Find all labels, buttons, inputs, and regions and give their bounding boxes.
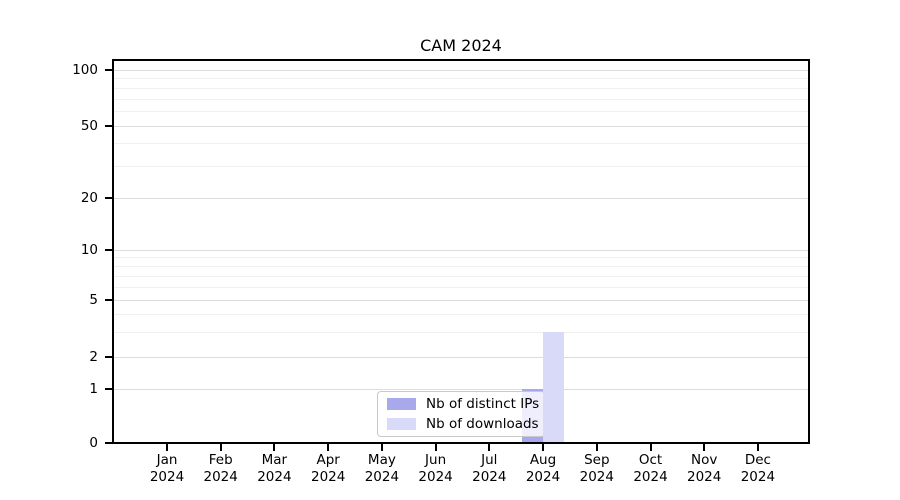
year-label: 2024	[525, 469, 561, 485]
month-label: Oct	[638, 452, 663, 468]
minor-gridline	[114, 257, 808, 259]
x-tick-label-jan-2024: Jan 2024	[135, 452, 199, 486]
x-tick-label-may-2024: May 2024	[350, 452, 414, 486]
major-gridline	[114, 125, 808, 127]
chart-title: CAM 2024	[420, 36, 502, 55]
x-tick-mark	[434, 444, 437, 451]
x-tick-mark	[703, 444, 706, 451]
legend-item-nb-of-distinct-ips: Nb of distinct IPs	[387, 396, 539, 412]
x-tick-mark	[219, 444, 222, 451]
x-tick-mark	[327, 444, 330, 451]
minor-gridline	[114, 143, 808, 145]
legend: Nb of distinct IPs Nb of downloads	[377, 391, 545, 437]
x-tick-label-jul-2024: Jul 2024	[457, 452, 521, 486]
minor-gridline	[114, 265, 808, 267]
y-tick-label-2: 2	[89, 349, 98, 365]
x-tick-mark	[166, 444, 168, 451]
x-tick-label-feb-2024: Feb 2024	[189, 452, 253, 486]
major-gridline	[114, 388, 808, 390]
major-gridline	[114, 357, 808, 358]
x-tick-mark	[380, 444, 383, 451]
month-label: Dec	[744, 452, 771, 468]
y-tick-mark	[105, 299, 112, 301]
legend-swatch-nb-of-downloads	[387, 418, 416, 430]
y-tick-label-1: 1	[89, 380, 98, 397]
y-tick-mark	[105, 356, 112, 358]
y-tick-mark	[105, 69, 112, 71]
x-tick-label-dec-2024: Dec 2024	[726, 452, 790, 486]
x-tick-mark	[488, 444, 491, 451]
y-tick-label-0: 0	[89, 435, 98, 451]
minor-gridline	[114, 275, 808, 277]
minor-gridline	[114, 286, 808, 288]
major-gridline	[114, 249, 808, 251]
year-label: 2024	[687, 469, 722, 485]
y-tick-label-100: 100	[72, 62, 98, 78]
bar-nb-of-downloads-aug-2024	[543, 331, 564, 443]
x-tick-mark	[649, 444, 652, 451]
x-tick-label-sep-2024: Sep 2024	[565, 452, 629, 486]
minor-gridline	[114, 313, 808, 315]
minor-gridline	[114, 165, 808, 167]
x-tick-label-apr-2024: Apr 2024	[296, 452, 360, 486]
y-tick-label-5: 5	[89, 292, 98, 308]
month-label: Feb	[208, 452, 233, 468]
major-gridline	[114, 300, 808, 301]
x-tick-label-jun-2024: Jun 2024	[404, 452, 468, 486]
legend-item-nb-of-downloads: Nb of downloads	[387, 416, 539, 432]
plot-area: Nb of distinct IPs Nb of downloads	[112, 59, 810, 444]
year-label: 2024	[579, 469, 614, 485]
y-tick-mark	[105, 124, 112, 127]
year-label: 2024	[203, 469, 238, 485]
month-label: Sep	[584, 452, 610, 468]
month-label: Jan	[156, 452, 178, 468]
year-label: 2024	[740, 469, 776, 485]
major-gridline	[114, 198, 808, 199]
x-tick-label-aug-2024: Aug 2024	[511, 452, 575, 486]
legend-label: Nb of downloads	[426, 416, 539, 432]
month-label: Aug	[529, 452, 557, 468]
minor-gridline	[114, 87, 808, 89]
legend-swatch-nb-of-distinct-ips	[387, 398, 416, 410]
minor-gridline	[114, 98, 808, 100]
x-tick-mark	[273, 444, 276, 451]
major-gridline	[114, 70, 808, 71]
month-label: Mar	[261, 452, 288, 468]
y-tick-mark	[105, 197, 112, 199]
x-tick-mark	[756, 444, 759, 451]
y-tick-mark	[105, 387, 112, 390]
y-tick-mark	[105, 248, 112, 251]
year-label: 2024	[418, 469, 453, 485]
year-label: 2024	[364, 469, 400, 485]
month-label: Apr	[316, 452, 340, 468]
year-label: 2024	[311, 469, 346, 485]
month-label: May	[367, 452, 396, 468]
x-tick-mark	[542, 444, 544, 451]
plot-frame	[112, 59, 810, 444]
year-label: 2024	[633, 469, 668, 485]
month-label: Jul	[481, 452, 498, 468]
month-label: Nov	[691, 452, 718, 468]
y-tick-label-20: 20	[80, 190, 98, 206]
minor-gridline	[114, 110, 808, 112]
x-tick-label-nov-2024: Nov 2024	[672, 452, 736, 486]
month-label: Jun	[425, 452, 447, 468]
legend-label: Nb of distinct IPs	[426, 396, 540, 412]
year-label: 2024	[257, 469, 292, 485]
year-label: 2024	[149, 469, 185, 485]
minor-gridline	[114, 78, 808, 80]
year-label: 2024	[472, 469, 507, 485]
minor-gridline	[114, 331, 808, 333]
x-tick-label-mar-2024: Mar 2024	[242, 452, 306, 486]
x-tick-label-oct-2024: Oct 2024	[619, 452, 683, 486]
x-tick-mark	[595, 444, 598, 451]
y-tick-label-50: 50	[80, 117, 98, 134]
y-tick-label-10: 10	[80, 241, 98, 258]
y-tick-mark	[105, 442, 112, 444]
